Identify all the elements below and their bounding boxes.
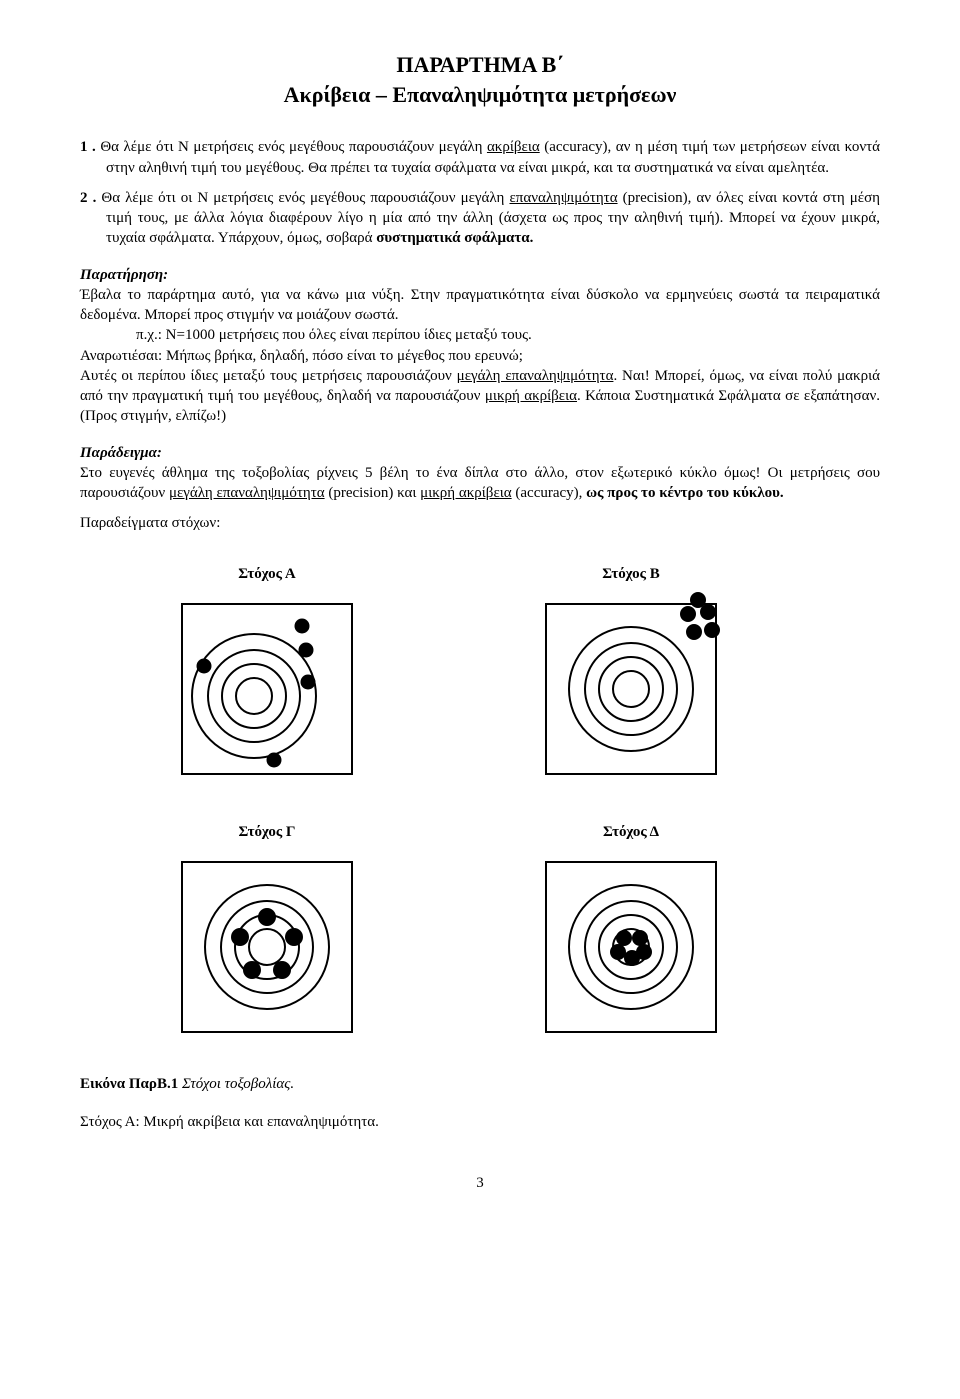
- title-block: ΠΑΡΑΡΤΗΜΑ Β΄ Ακρίβεια – Επαναληψιμότητα …: [80, 50, 880, 109]
- ex-line1u2: μικρή ακρίβεια: [420, 485, 511, 501]
- target-b-label: Στόχος Β: [602, 564, 659, 584]
- obs-line3: Αναρωτιέσαι: Μήπως βρήκα, δηλαδή, πόσο ε…: [80, 348, 523, 364]
- target-row-2: Στόχος Γ Στόχος Δ: [170, 822, 880, 1044]
- ex-line1b: (precision) και: [325, 485, 421, 501]
- list-item-1: 1 . Θα λέμε ότι Ν μετρήσεις ενός μεγέθου…: [80, 137, 880, 178]
- item-1-prefix: 1 .: [80, 139, 100, 155]
- observation-heading: Παρατήρηση:: [80, 265, 880, 285]
- target-c: Στόχος Γ: [170, 822, 364, 1044]
- example-body: Στο ευγενές άθλημα της τοξοβολίας ρίχνει…: [80, 463, 880, 504]
- title-sub: Ακρίβεια – Επαναληψιμότητα μετρήσεων: [80, 80, 880, 110]
- obs-line2: π.χ.: Ν=1000 μετρήσεις που όλες είναι πε…: [80, 327, 532, 343]
- item-2-prefix: 2 .: [80, 190, 101, 206]
- target-a-label: Στόχος Α: [238, 564, 295, 584]
- ex-line1u1: μεγάλη επαναληψιμότητα: [169, 485, 325, 501]
- footer-line: Στόχος Α: Μικρή ακρίβεια και επαναληψιμό…: [80, 1112, 880, 1132]
- obs-line4u2: μικρή ακρίβεια: [485, 388, 577, 404]
- item-1-underline: ακρίβεια: [487, 139, 540, 155]
- observation-body: Έβαλα το παράρτημα αυτό, για να κάνω μια…: [80, 285, 880, 427]
- figure-caption: Εικόνα ΠαρΒ.1 Στόχοι τοξοβολίας.: [80, 1074, 880, 1094]
- caption-text: Στόχοι τοξοβολίας.: [182, 1076, 294, 1092]
- target-b-svg: [534, 592, 728, 786]
- ex-line1c: (accuracy),: [512, 485, 587, 501]
- item-2-text-c: συστηματικά σφάλματα.: [376, 230, 533, 246]
- obs-line4u: μεγάλη επαναληψιμότητα: [457, 368, 614, 384]
- target-c-label: Στόχος Γ: [239, 822, 296, 842]
- item-2-text-a: Θα λέμε ότι οι Ν μετρήσεις ενός μεγέθους…: [101, 190, 509, 206]
- obs-line1: Έβαλα το παράρτημα αυτό, για να κάνω μια…: [80, 287, 880, 323]
- list-item-2: 2 . Θα λέμε ότι οι Ν μετρήσεις ενός μεγέ…: [80, 188, 880, 249]
- ex-line2: Παραδείγματα στόχων:: [80, 513, 880, 533]
- target-b: Στόχος Β: [534, 564, 728, 786]
- target-d-label: Στόχος Δ: [603, 822, 659, 842]
- obs-line4a: Αυτές οι περίπου ίδιες μεταξύ τους μετρή…: [80, 368, 457, 384]
- target-row-1: Στόχος Α Στόχος Β: [170, 564, 880, 786]
- page-number: 3: [80, 1173, 880, 1193]
- target-c-svg: [170, 850, 364, 1044]
- target-d: Στόχος Δ: [534, 822, 728, 1044]
- caption-prefix: Εικόνα ΠαρΒ.1: [80, 1076, 182, 1092]
- ex-line1bold: ως προς το κέντρο του κύκλου.: [586, 485, 783, 501]
- item-2-underline: επαναληψιμότητα: [509, 190, 617, 206]
- item-1-text-a: Θα λέμε ότι Ν μετρήσεις ενός μεγέθους πα…: [100, 139, 487, 155]
- target-a: Στόχος Α: [170, 564, 364, 786]
- example-heading: Παράδειγμα:: [80, 443, 880, 463]
- title-main: ΠΑΡΑΡΤΗΜΑ Β΄: [80, 50, 880, 80]
- target-d-svg: [534, 850, 728, 1044]
- target-a-svg: [170, 592, 364, 786]
